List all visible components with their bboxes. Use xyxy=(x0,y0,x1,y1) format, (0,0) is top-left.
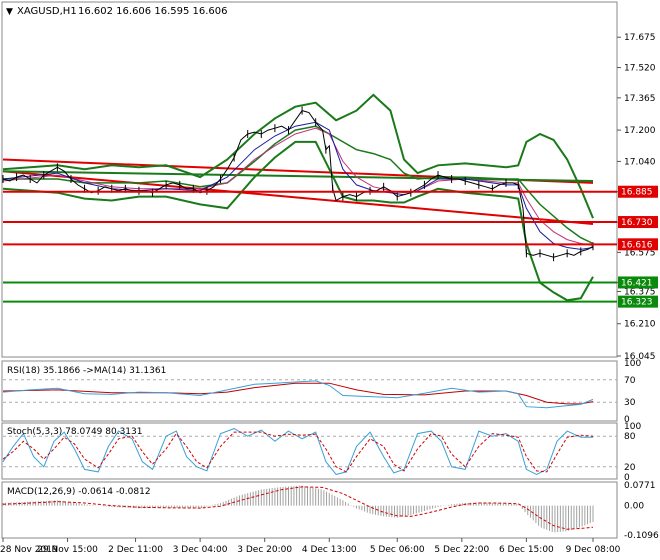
stoch-axis-label: 100 xyxy=(624,422,641,432)
time-axis-label: 5 Dec 22:00 xyxy=(434,545,489,555)
price-axis-label: 17.040 xyxy=(624,157,656,167)
price-axis-label: 17.520 xyxy=(624,64,656,74)
time-axis-label: 29 Nov 15:00 xyxy=(37,545,98,555)
trendline xyxy=(2,170,594,225)
level-label-box xyxy=(618,185,658,198)
rsi-axis-label: 30 xyxy=(624,398,636,408)
ohlc-readout: 16.602 16.606 16.595 16.606 xyxy=(78,6,228,17)
macd-axis-label: 0.00 xyxy=(624,502,644,512)
rsi-plot-area: 100 70 30 0 xyxy=(2,359,641,425)
time-axis-label: 3 Dec 20:00 xyxy=(237,545,292,555)
level-label-box xyxy=(618,276,658,289)
stoch-d-line xyxy=(2,431,594,473)
rsi-line xyxy=(2,380,594,409)
macd-signal-line xyxy=(2,486,594,530)
time-axis-label: 9 Dec 08:00 xyxy=(566,545,621,555)
macd-title: MACD(12,26,9) -0.0614 -0.0812 xyxy=(7,487,151,497)
price-axis: 17.675 17.520 17.365 17.200 17.040 16.885 16.7… xyxy=(617,33,658,362)
chart-menu-triangle-icon[interactable]: ▼ xyxy=(6,7,13,17)
price-axis-label: 16.210 xyxy=(624,320,656,330)
rsi-axis-label: 100 xyxy=(624,359,641,369)
macd-axis-label: 0.0771 xyxy=(624,481,656,491)
price-axis-label: 17.675 xyxy=(624,33,656,43)
rsi-panel-frame xyxy=(1,360,618,422)
ma-fast-line xyxy=(2,121,594,250)
level-label-box xyxy=(618,295,658,308)
level-label: 16.730 xyxy=(621,218,653,228)
level-label: 16.885 xyxy=(621,188,653,198)
macd-axis-label: -0.1096 xyxy=(624,531,659,541)
level-label: 16.421 xyxy=(621,278,653,288)
price-plot-area xyxy=(2,93,617,303)
time-axis-label: 4 Dec 13:00 xyxy=(302,545,357,555)
ma-slow-line xyxy=(2,127,594,246)
time-axis-label: 6 Dec 15:00 xyxy=(499,545,554,555)
price-axis-label: 16.045 xyxy=(624,352,656,362)
time-axis-label: 5 Dec 06:00 xyxy=(370,545,425,555)
level-label-box xyxy=(618,238,658,251)
stoch-panel-frame xyxy=(1,422,618,480)
symbol-label: XAGUSD,H1 xyxy=(17,6,77,17)
price-axis-label: 16.575 xyxy=(624,248,656,258)
trendline xyxy=(2,170,594,182)
price-axis-label: 16.375 xyxy=(624,287,656,297)
stoch-axis-label: 80 xyxy=(624,432,636,442)
price-line xyxy=(2,110,594,258)
rsi-axis-label: 70 xyxy=(624,376,636,386)
time-axis-label: 2 Dec 11:00 xyxy=(108,545,163,555)
level-label-box xyxy=(618,216,658,229)
bollinger-upper-line xyxy=(2,93,594,219)
bollinger-mid-line xyxy=(3,125,594,245)
rsi-title: RSI(18) 35.1866 ->MA(14) 31.1361 xyxy=(7,366,166,376)
rsi-axis-label: 0 xyxy=(624,415,630,425)
time-axis-label: 3 Dec 04:00 xyxy=(173,545,228,555)
macd-plot-area: 0.0771 0.00 -0.1096 xyxy=(2,481,659,541)
stoch-axis-label: 20 xyxy=(624,463,636,473)
price-axis-label: 17.365 xyxy=(624,94,656,104)
macd-panel-frame xyxy=(1,481,618,539)
price-axis-label: 17.200 xyxy=(624,126,656,136)
level-label: 16.616 xyxy=(621,240,653,250)
level-label: 16.323 xyxy=(621,298,653,308)
stoch-axis-label: 0 xyxy=(624,473,630,483)
stoch-title: Stoch(5,3,3) 78.0749 80.3131 xyxy=(7,427,142,437)
time-axis-label: 28 Nov 2019 xyxy=(0,545,58,555)
